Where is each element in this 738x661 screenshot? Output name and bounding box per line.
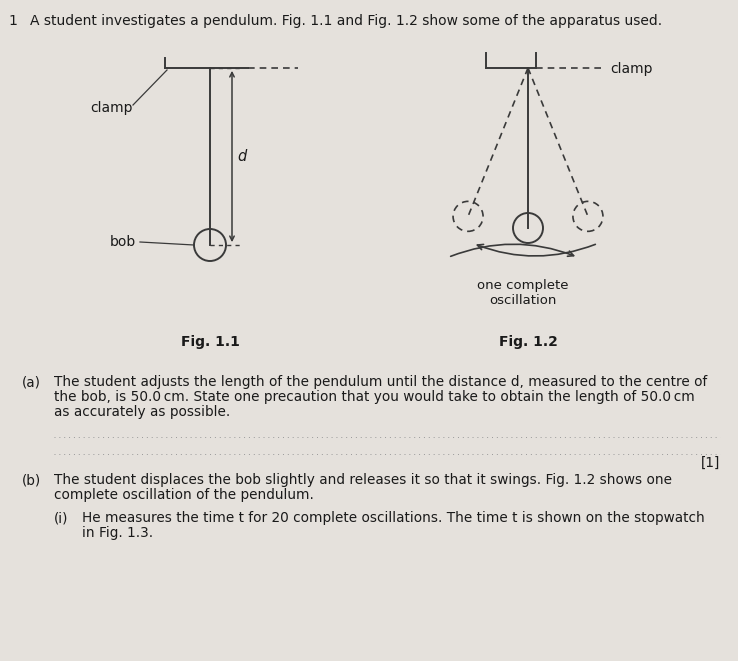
Text: one complete
oscillation: one complete oscillation [477,280,569,307]
Text: The student adjusts the length of the pendulum until the distance d, measured to: The student adjusts the length of the pe… [54,375,707,389]
Text: [1]: [1] [700,456,720,470]
Text: in Fig. 1.3.: in Fig. 1.3. [82,526,153,540]
Text: 1: 1 [8,14,17,28]
Text: Fig. 1.1: Fig. 1.1 [181,335,239,349]
Text: A student investigates a pendulum. Fig. 1.1 and Fig. 1.2 show some of the appara: A student investigates a pendulum. Fig. … [30,14,662,28]
Text: (a): (a) [22,375,41,389]
Text: d: d [237,149,246,164]
Text: Fig. 1.2: Fig. 1.2 [499,335,557,349]
Text: (i): (i) [54,511,69,525]
Text: He measures the time t for 20 complete oscillations. The time t is shown on the : He measures the time t for 20 complete o… [82,511,705,525]
Text: the bob, is 50.0 cm. State one precaution that you would take to obtain the leng: the bob, is 50.0 cm. State one precautio… [54,390,694,404]
Text: complete oscillation of the pendulum.: complete oscillation of the pendulum. [54,488,314,502]
Text: clamp: clamp [90,101,133,115]
Text: (b): (b) [22,473,41,487]
Text: bob: bob [110,235,137,249]
Text: clamp: clamp [610,62,652,76]
Text: The student displaces the bob slightly and releases it so that it swings. Fig. 1: The student displaces the bob slightly a… [54,473,672,487]
Text: as accurately as possible.: as accurately as possible. [54,405,230,419]
